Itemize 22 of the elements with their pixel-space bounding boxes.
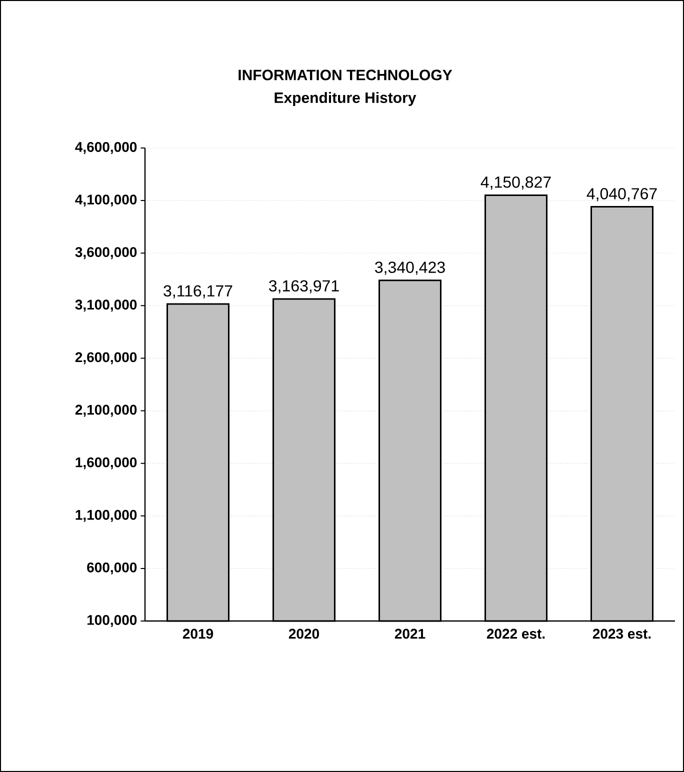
chart-title: INFORMATION TECHNOLOGY <box>238 70 452 80</box>
y-tick-label: 4,100,000 <box>75 194 137 207</box>
x-tick-label: 2020 <box>288 628 319 639</box>
data-label: 4,040,767 <box>586 188 657 202</box>
y-tick-label: 3,600,000 <box>75 247 137 260</box>
x-tick-label: 2021 <box>394 628 426 639</box>
x-tick-label: 2023 est. <box>592 628 651 639</box>
x-tick-label: 2019 <box>182 628 214 639</box>
y-tick-label: 3,100,000 <box>75 300 137 312</box>
y-tick-label: 100,000 <box>87 615 137 627</box>
data-label: 4,150,827 <box>480 176 551 190</box>
y-tick-label: 600,000 <box>87 562 137 574</box>
y-tick-label: 1,600,000 <box>76 457 137 470</box>
y-tick-label: 4,600,000 <box>75 142 137 154</box>
data-label: 3,163,971 <box>269 280 339 294</box>
chart-subtitle: Expenditure History <box>274 92 416 106</box>
y-tick-label: 1,100,000 <box>76 510 137 522</box>
y-tick-label: 2,100,000 <box>75 404 137 417</box>
y-tick-label: 2,600,000 <box>75 352 137 364</box>
data-label: 3,116,177 <box>164 285 232 298</box>
data-label: 3,340,423 <box>375 262 445 275</box>
x-tick-label: 2022 est. <box>486 628 545 639</box>
